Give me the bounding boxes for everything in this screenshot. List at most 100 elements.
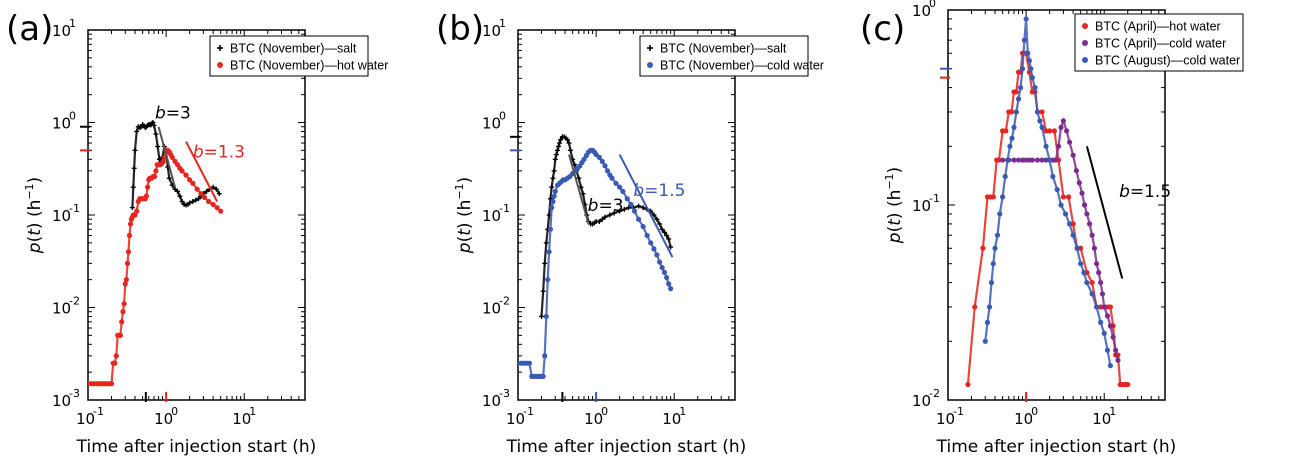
series-trace bbox=[88, 149, 222, 385]
y-axis-label: p(t) (h−1) bbox=[883, 167, 905, 244]
plot-frame bbox=[87, 29, 306, 401]
x-axis-label: Time after injection start (h) bbox=[506, 437, 747, 457]
series-layer bbox=[88, 120, 224, 387]
x-tick-label: 10 bbox=[936, 410, 955, 428]
legend: BTC (April)—hot water BTC (April)—cold wa… bbox=[1074, 13, 1244, 72]
y-tick-exponent: -1 bbox=[929, 192, 940, 205]
legend-box bbox=[209, 35, 369, 77]
x-tick-label: 10 bbox=[76, 410, 95, 428]
x-tick-label: 10 bbox=[662, 410, 681, 428]
y-tick-label: 10 bbox=[52, 115, 71, 133]
y-tick-label: 10 bbox=[912, 2, 931, 20]
legend-marker bbox=[1082, 57, 1088, 63]
series-trace bbox=[984, 18, 1112, 366]
legend-entry: BTC (November)—salt bbox=[230, 42, 357, 56]
x-tick-label: 10 bbox=[154, 410, 173, 428]
legend-entry: BTC (April)—cold water bbox=[1095, 37, 1226, 51]
x-tick-exponent: 1 bbox=[1109, 405, 1116, 418]
legend-entry: BTC (August)—cold water bbox=[1095, 54, 1240, 68]
y-tick-label: 10 bbox=[52, 207, 71, 225]
x-tick-exponent: 1 bbox=[679, 405, 686, 418]
x-tick-exponent: 0 bbox=[1031, 405, 1038, 418]
legend-marker bbox=[1082, 40, 1088, 46]
y-tick-exponent: -2 bbox=[499, 295, 510, 308]
y-tick-exponent: -1 bbox=[69, 202, 80, 215]
x-tick-exponent: -1 bbox=[93, 405, 104, 418]
series-1 bbox=[539, 134, 674, 319]
data-point bbox=[982, 338, 988, 344]
y-tick-exponent: -2 bbox=[69, 295, 80, 308]
y-tick-exponent: -3 bbox=[499, 387, 510, 400]
y-tick-label: 10 bbox=[482, 207, 501, 225]
y-axis-label: p(t) (h−1) bbox=[23, 177, 45, 254]
series-trace bbox=[518, 149, 672, 378]
legend-entry: BTC (November)—salt bbox=[660, 42, 787, 56]
y-tick-exponent: -3 bbox=[69, 387, 80, 400]
x-tick-label: 10 bbox=[506, 410, 525, 428]
slope-guide-line bbox=[568, 154, 590, 225]
y-tick-label: 10 bbox=[912, 197, 931, 215]
series-trace bbox=[540, 135, 672, 317]
y-tick-label: 10 bbox=[912, 392, 931, 410]
series-layer bbox=[518, 134, 674, 379]
series-trace bbox=[966, 52, 1128, 386]
series-2 bbox=[518, 147, 674, 379]
y-tick-exponent: 1 bbox=[499, 17, 506, 30]
data-point bbox=[1125, 381, 1131, 388]
data-point bbox=[999, 157, 1006, 163]
x-tick-exponent: 1 bbox=[249, 405, 256, 418]
slope-label: b=1.3 bbox=[193, 142, 245, 162]
slope-label: b=3 bbox=[155, 104, 191, 124]
y-tick-label: 10 bbox=[482, 392, 501, 410]
x-tick-label: 10 bbox=[584, 410, 603, 428]
panel-label: (c) bbox=[860, 9, 905, 49]
y-tick-label: 10 bbox=[482, 300, 501, 318]
panel-label: (a) bbox=[6, 9, 53, 49]
y-tick-label: 10 bbox=[52, 392, 71, 410]
legend-marker bbox=[1082, 23, 1088, 29]
y-tick-exponent: -2 bbox=[929, 387, 940, 400]
legend-marker bbox=[217, 45, 223, 51]
legend-box bbox=[639, 35, 809, 77]
x-tick-exponent: 0 bbox=[171, 405, 178, 418]
slope-guide-line bbox=[157, 126, 176, 188]
y-tick-label: 10 bbox=[482, 22, 501, 40]
x-tick-exponent: -1 bbox=[953, 405, 964, 418]
y-tick-label: 10 bbox=[52, 300, 71, 318]
x-tick-label: 10 bbox=[1092, 410, 1111, 428]
series-2 bbox=[88, 147, 224, 387]
slope-guide-line bbox=[185, 141, 219, 202]
legend-box bbox=[1074, 13, 1244, 72]
y-tick-exponent: 0 bbox=[499, 110, 506, 123]
y-tick-exponent: 0 bbox=[929, 0, 936, 10]
series-trace bbox=[1002, 117, 1120, 361]
slope-label: b=1.5 bbox=[1119, 182, 1171, 202]
slope-label: b=1.5 bbox=[633, 181, 685, 201]
series-3 bbox=[982, 16, 1114, 369]
x-tick-label: 10 bbox=[1014, 410, 1033, 428]
y-tick-exponent: -1 bbox=[499, 202, 510, 215]
legend-entry: BTC (November)—cold water bbox=[660, 59, 824, 73]
legend-entry: BTC (November)—hot water bbox=[230, 59, 388, 73]
legend-marker bbox=[217, 62, 223, 68]
x-axis-label: Time after injection start (h) bbox=[936, 437, 1177, 457]
legend: BTC (November)—salt BTC (November)—cold w… bbox=[639, 35, 824, 77]
legend: BTC (November)—salt BTC (November)—hot wa… bbox=[209, 35, 388, 77]
legend-entry: BTC (April)—hot water bbox=[1095, 20, 1221, 34]
x-tick-exponent: -1 bbox=[523, 405, 534, 418]
y-tick-label: 10 bbox=[52, 22, 71, 40]
legend-marker bbox=[647, 62, 653, 68]
slope-guide-line bbox=[618, 154, 674, 258]
slope-label: b=3 bbox=[588, 196, 624, 216]
x-tick-exponent: 0 bbox=[601, 405, 608, 418]
y-tick-label: 10 bbox=[482, 115, 501, 133]
slope-guide-line bbox=[1085, 146, 1124, 279]
y-axis-label: p(t) (h−1) bbox=[453, 177, 475, 254]
series-layer bbox=[965, 16, 1131, 388]
y-tick-exponent: 0 bbox=[69, 110, 76, 123]
x-tick-label: 10 bbox=[232, 410, 251, 428]
